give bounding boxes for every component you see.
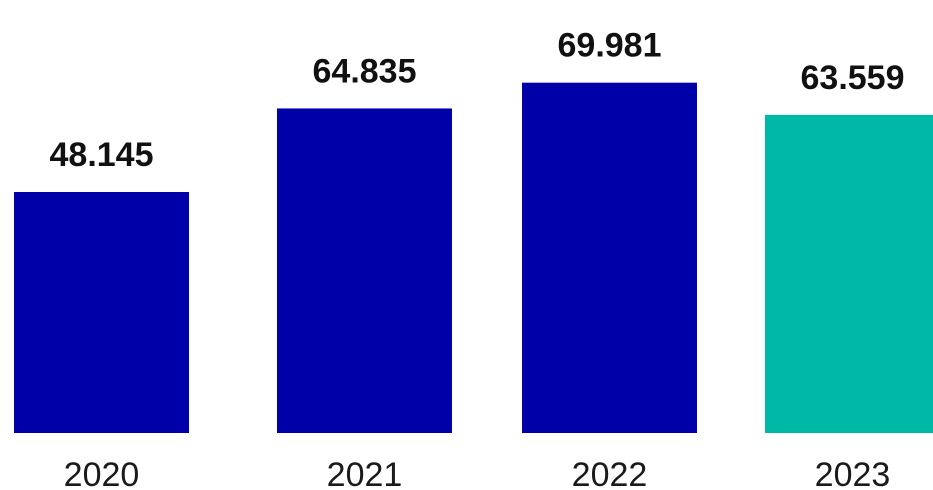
bar-2020 bbox=[14, 191, 189, 433]
category-label-2023: 2023 bbox=[815, 456, 891, 490]
value-labels-layer: 48.145 64.835 69.981 63.559 bbox=[50, 27, 905, 174]
category-labels-layer: 2020 2021 2022 2023 bbox=[64, 456, 891, 490]
category-label-2021: 2021 bbox=[327, 456, 403, 490]
category-label-2022: 2022 bbox=[572, 456, 648, 490]
value-label-2020: 48.145 bbox=[50, 136, 154, 174]
bar-2022 bbox=[522, 82, 697, 433]
value-label-2023: 63.559 bbox=[801, 59, 905, 97]
value-label-2022: 69.981 bbox=[558, 27, 662, 65]
bar-2021 bbox=[277, 108, 452, 434]
value-label-2021: 64.835 bbox=[313, 52, 417, 90]
category-label-2020: 2020 bbox=[64, 456, 140, 490]
bars-layer bbox=[14, 82, 933, 434]
bar-2023 bbox=[765, 114, 933, 433]
